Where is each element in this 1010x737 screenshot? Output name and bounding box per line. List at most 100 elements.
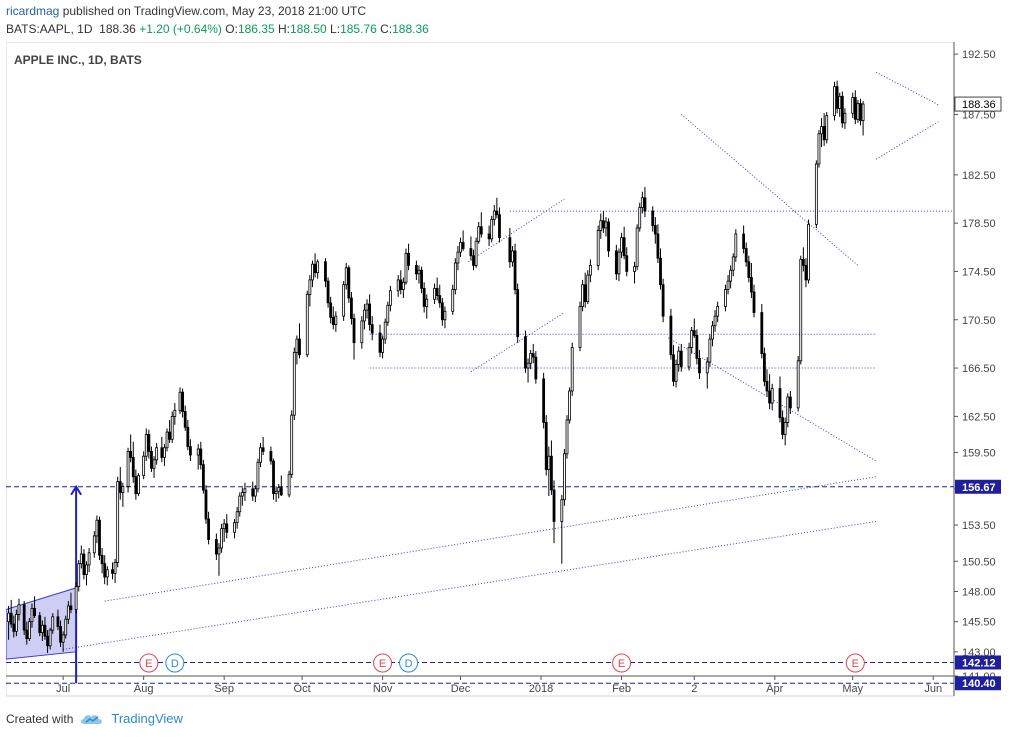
candle (383, 318, 387, 344)
candle (204, 485, 208, 524)
candle (292, 347, 296, 420)
candle (472, 249, 475, 271)
candle (277, 483, 281, 499)
candle-body (853, 97, 857, 120)
candle (861, 101, 865, 136)
candle (477, 221, 481, 244)
last-price: 188.36 (99, 22, 136, 36)
candle (433, 283, 436, 305)
candle (620, 232, 623, 259)
candle (147, 429, 151, 459)
candle (381, 335, 385, 359)
candle (137, 473, 140, 497)
candle (25, 621, 29, 645)
candle (181, 388, 185, 418)
candle-body (588, 265, 592, 276)
candle (201, 459, 205, 494)
candle (214, 533, 218, 561)
candle (386, 301, 390, 326)
candle (220, 523, 223, 553)
candle-body (674, 364, 678, 382)
candle (695, 329, 699, 365)
candle-body (617, 251, 621, 275)
candle-body (840, 95, 844, 124)
candle (401, 277, 405, 299)
candle-body (243, 488, 247, 493)
candle-body (85, 564, 88, 575)
candle-body (825, 115, 829, 141)
candle-body (347, 267, 351, 299)
candle-body (461, 242, 465, 249)
candle-body (760, 312, 764, 354)
candle-body (168, 431, 172, 440)
candle-body (578, 306, 582, 348)
candle-body (786, 396, 790, 423)
candle-body (596, 229, 600, 266)
candle-body (801, 258, 805, 266)
candle (840, 91, 844, 128)
author-link[interactable]: ricardmag (6, 4, 60, 18)
candle-body (472, 255, 475, 266)
candle (118, 467, 122, 500)
candle (443, 306, 447, 329)
candle (363, 304, 366, 330)
candle-body (861, 103, 865, 121)
candle (438, 284, 442, 308)
candle-body (214, 539, 218, 555)
candle (508, 227, 512, 268)
candle-body (544, 421, 548, 470)
candle-body (698, 357, 701, 374)
symbol-label: BATS:AAPL, 1D (6, 22, 93, 36)
candlestick-chart[interactable]: APPLE INC., 1D, BATS 192.50 187.50 182.50 17… (5, 41, 1004, 702)
candle-body (48, 629, 52, 647)
candle (17, 598, 21, 621)
candle-body (692, 330, 696, 336)
candle (799, 255, 803, 365)
candle (542, 372, 546, 429)
candle-body (565, 419, 569, 455)
candle-body (360, 320, 364, 344)
candle (708, 334, 712, 367)
tradingview-brand-link[interactable]: TradingView (111, 711, 183, 726)
candle-body (225, 523, 229, 533)
price-level-badge (955, 655, 1001, 670)
candle (129, 434, 133, 463)
candle-body (443, 310, 447, 321)
candle-body (329, 302, 333, 318)
candle (474, 237, 478, 268)
candle-body (199, 448, 203, 466)
x-tick-label: Jun (924, 683, 942, 695)
candle (765, 369, 769, 398)
candle (160, 436, 164, 463)
candle-body (570, 347, 574, 392)
candle (607, 218, 610, 257)
trend-line (875, 121, 939, 160)
candle (513, 243, 517, 295)
candle-body (25, 629, 29, 639)
candle-body (155, 447, 159, 461)
trend-line (104, 476, 877, 602)
candle-body (365, 303, 369, 311)
candle (259, 442, 262, 468)
candle-body (713, 315, 717, 327)
candle-body (381, 338, 385, 353)
candle-body (134, 476, 138, 495)
candle (87, 547, 91, 573)
candle (121, 482, 125, 507)
candle (155, 442, 159, 465)
candle (451, 284, 455, 315)
candle-body (838, 95, 842, 109)
earnings-marker (373, 653, 393, 673)
candle (207, 511, 210, 545)
candle-body (435, 287, 439, 296)
candle-body (531, 353, 535, 358)
candle (77, 560, 81, 592)
candle-body (331, 316, 335, 325)
candle-body (363, 309, 366, 322)
candle-body (708, 338, 712, 363)
x-tick-label: Apr (766, 683, 783, 695)
candle (51, 613, 55, 634)
chart-area[interactable]: APPLE INC., 1D, BATS 192.50 187.50 182.50 17… (5, 41, 1004, 707)
candle-body (763, 353, 766, 382)
candle-body (731, 256, 735, 271)
